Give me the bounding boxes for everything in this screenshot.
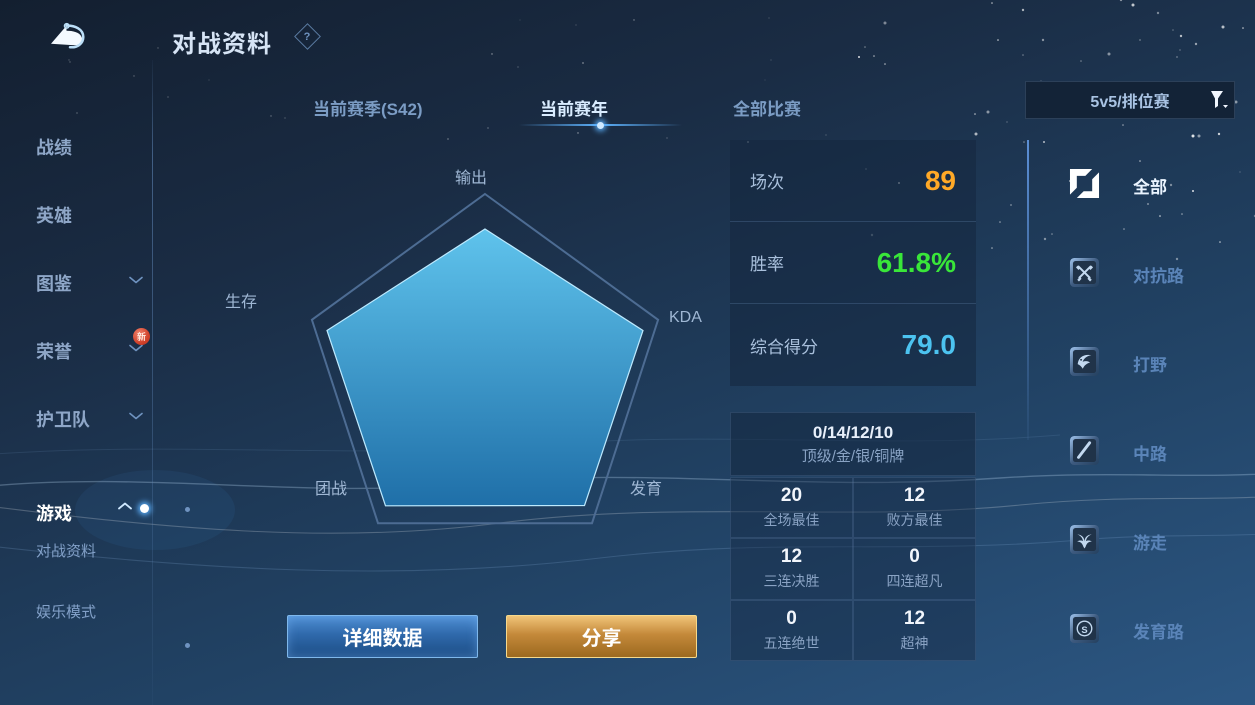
svg-text:S: S (1081, 624, 1087, 635)
